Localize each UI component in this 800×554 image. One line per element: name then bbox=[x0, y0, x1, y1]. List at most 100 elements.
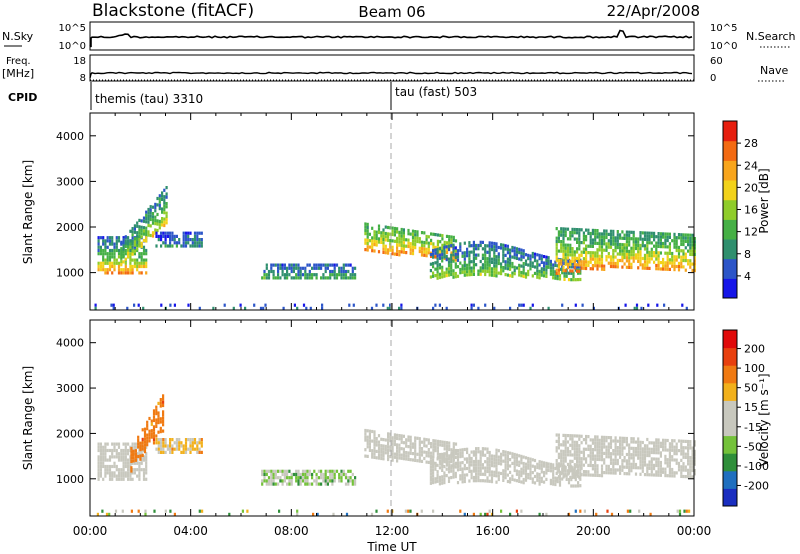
range-gate-cell bbox=[558, 274, 562, 278]
range-gate-cell bbox=[680, 255, 683, 259]
range-gate-cell bbox=[596, 235, 599, 239]
range-gate-cell bbox=[555, 227, 558, 231]
range-gate-cell bbox=[104, 239, 107, 243]
range-gate-cell bbox=[594, 435, 597, 439]
range-gate-cell bbox=[326, 469, 329, 473]
range-gate-cell bbox=[373, 455, 376, 459]
range-gate-cell bbox=[463, 257, 466, 261]
range-gate-cell bbox=[576, 472, 579, 476]
range-gate-cell bbox=[538, 512, 541, 516]
range-gate-cell bbox=[366, 226, 369, 230]
range-gate-cell bbox=[495, 245, 498, 249]
range-gate-cell bbox=[396, 436, 399, 441]
range-gate-cell bbox=[371, 449, 374, 453]
range-gate-cell bbox=[612, 229, 615, 233]
range-gate-cell bbox=[502, 246, 505, 250]
range-gate-cell bbox=[436, 254, 439, 258]
range-gate-cell bbox=[142, 229, 146, 233]
range-gate-cell bbox=[438, 466, 441, 470]
range-gate-cell bbox=[666, 474, 669, 478]
range-gate-cell bbox=[108, 512, 111, 516]
range-gate-cell bbox=[630, 456, 633, 460]
range-gate-cell bbox=[102, 248, 105, 253]
range-gate-cell bbox=[331, 472, 334, 477]
range-gate-cell bbox=[393, 442, 396, 447]
range-gate-cell bbox=[145, 236, 148, 240]
range-gate-cell bbox=[375, 440, 378, 444]
range-gate-cell bbox=[281, 269, 284, 274]
range-gate-cell bbox=[375, 230, 378, 234]
range-gate-cell bbox=[560, 240, 563, 244]
range-gate-cell bbox=[520, 467, 523, 471]
range-gate-cell bbox=[558, 483, 562, 487]
range-gate-cell bbox=[641, 447, 644, 451]
range-gate-cell bbox=[479, 269, 482, 273]
range-gate-cell bbox=[191, 238, 194, 242]
range-gate-cell bbox=[143, 450, 147, 454]
range-gate-cell bbox=[409, 438, 412, 443]
range-gate-cell bbox=[463, 270, 466, 274]
range-gate-cell bbox=[102, 236, 105, 240]
range-gate-cell bbox=[470, 460, 473, 464]
range-gate-cell bbox=[127, 471, 130, 475]
range-gate-cell bbox=[527, 466, 530, 470]
range-gate-cell bbox=[129, 239, 132, 243]
range-gate-cell bbox=[382, 303, 385, 307]
range-gate-cell bbox=[621, 439, 624, 444]
range-gate-cell bbox=[132, 449, 135, 453]
range-gate-cell bbox=[448, 241, 451, 245]
range-gate-cell bbox=[576, 453, 579, 457]
range-gate-cell bbox=[543, 271, 546, 275]
range-gate-cell bbox=[689, 246, 692, 250]
range-gate-cell bbox=[398, 437, 401, 441]
range-gate-cell bbox=[113, 442, 116, 446]
range-gate-cell bbox=[538, 273, 541, 277]
range-gate-cell bbox=[157, 414, 160, 418]
range-gate-cell bbox=[614, 436, 617, 440]
range-gate-cell bbox=[117, 445, 121, 449]
range-gate-cell bbox=[585, 441, 588, 445]
range-gate-cell bbox=[578, 231, 581, 235]
range-gate-cell bbox=[495, 261, 498, 265]
range-gate-cell bbox=[432, 232, 435, 236]
range-gate-cell bbox=[414, 439, 417, 443]
range-gate-cell bbox=[664, 458, 667, 462]
freq-trace bbox=[89, 71, 693, 79]
range-gate-cell bbox=[445, 247, 449, 251]
range-gate-cell bbox=[630, 469, 633, 473]
range-gate-cell bbox=[432, 265, 435, 269]
range-gate-cell bbox=[156, 228, 159, 233]
range-gate-cell bbox=[380, 240, 383, 244]
range-gate-cell bbox=[429, 481, 432, 485]
range-gate-cell bbox=[102, 252, 105, 256]
range-gate-cell bbox=[693, 459, 696, 463]
range-gate-cell bbox=[607, 239, 610, 243]
range-gate-cell bbox=[391, 455, 394, 459]
range-gate-cell bbox=[200, 438, 203, 442]
range-gate-cell bbox=[129, 268, 132, 272]
range-gate-cell bbox=[567, 512, 571, 516]
range-gate-cell bbox=[104, 258, 107, 262]
range-gate-cell bbox=[563, 271, 566, 275]
range-gate-cell bbox=[111, 242, 114, 246]
range-gate-cell bbox=[549, 259, 552, 263]
range-gate-cell bbox=[178, 441, 181, 445]
range-gate-cell bbox=[603, 445, 606, 449]
range-gate-cell bbox=[591, 438, 594, 442]
range-gate-cell bbox=[504, 463, 507, 467]
range-gate-cell bbox=[589, 438, 592, 442]
range-gate-cell bbox=[562, 233, 565, 237]
range-gate-cell bbox=[591, 454, 594, 458]
range-gate-cell bbox=[162, 419, 165, 424]
range-gate-cell bbox=[578, 450, 581, 454]
range-gate-cell bbox=[331, 479, 334, 483]
range-gate-cell bbox=[187, 234, 190, 238]
range-gate-cell bbox=[628, 259, 631, 263]
range-gate-cell bbox=[459, 467, 462, 471]
range-gate-cell bbox=[175, 438, 178, 442]
velocity-ylabel: Slant Range [km] bbox=[21, 366, 35, 470]
range-gate-cell bbox=[673, 264, 676, 268]
range-gate-cell bbox=[582, 470, 585, 474]
range-gate-cell bbox=[375, 240, 378, 244]
range-gate-cell bbox=[409, 245, 412, 249]
